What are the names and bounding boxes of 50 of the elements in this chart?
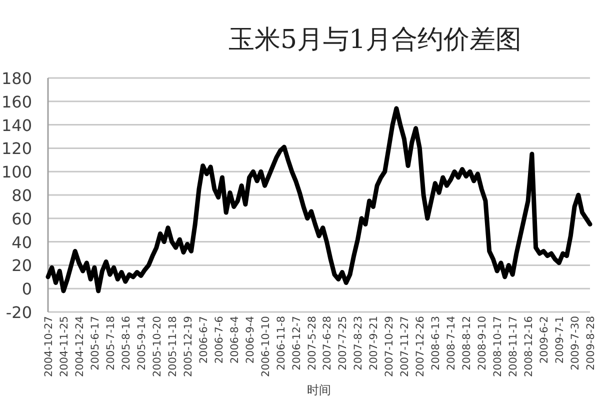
x-tick-label: 2005-10-20 <box>151 316 164 378</box>
x-tick-label: 2004-10-27 <box>43 316 55 378</box>
y-tick-label: 160 <box>1 92 32 112</box>
x-tick-label: 2006-10-10 <box>260 316 272 378</box>
x-tick-label: 2007-10-29 <box>384 316 396 378</box>
y-tick-label: 60 <box>12 209 32 228</box>
x-tick-label: 2007-5-28 <box>306 316 318 370</box>
y-tick-label: 120 <box>1 139 32 158</box>
x-tick-label: 2007-11-27 <box>399 316 412 378</box>
x-tick-label: 2007-8-23 <box>352 316 365 370</box>
x-tick-label: 2005-9-14 <box>136 316 148 370</box>
x-tick-label: 2009-8-28 <box>585 316 597 370</box>
x-tick-label: 2005-6-17 <box>89 316 102 370</box>
chart-title: 玉米5月与1月合约价差图 <box>228 25 522 55</box>
x-tick-label: 2006-11-8 <box>275 316 288 370</box>
x-tick-label: 2006-9-4 <box>244 316 256 364</box>
x-tick-label: 2009-6-2 <box>538 316 551 364</box>
x-tick-label: 2008-7-14 <box>446 316 458 370</box>
x-tick-label: 2007-6-28 <box>322 316 334 370</box>
y-tick-label: 140 <box>1 116 32 135</box>
line-series <box>46 106 592 294</box>
x-tick-label: 2008-8-12 <box>461 316 474 370</box>
x-tick-label: 2005-7-18 <box>104 316 117 370</box>
x-tick-label: 2006-7-6 <box>213 316 226 364</box>
x-tick-label: 2006-8-4 <box>228 316 241 364</box>
y-tick-label: 180 <box>1 69 32 88</box>
x-tick-label: 2008-10-17 <box>492 316 504 378</box>
y-tick-label: 0 <box>22 280 32 299</box>
x-tick-label: 2006-6-7 <box>198 316 210 364</box>
y-tick-label: 80 <box>12 186 32 205</box>
y-tick-label: 20 <box>12 256 32 276</box>
y-tick-label: -20 <box>6 303 32 322</box>
x-tick-label: 2008-11-17 <box>508 316 520 378</box>
x-tick-label: 2008-6-13 <box>430 316 442 370</box>
x-tick-label: 2004-11-25 <box>58 316 70 378</box>
x-tick-label: 2008-9-10 <box>476 316 489 370</box>
x-tick-label: 2007-12-26 <box>414 316 427 378</box>
x-tick-label: 2004-12-24 <box>74 316 86 378</box>
x-axis-title: 时间 <box>307 383 331 397</box>
x-tick-label: 2009-7-1 <box>554 316 566 364</box>
x-tick-label: 2005-11-18 <box>166 316 179 378</box>
x-tick-label: 2009-7-30 <box>570 316 582 370</box>
y-tick-label: 40 <box>12 232 32 252</box>
x-tick-label: 2007-9-21 <box>368 316 380 370</box>
x-tick-label: 2007-7-25 <box>337 316 350 370</box>
x-tick-label: 2006-12-7 <box>290 316 303 370</box>
x-tick-label: 2005-12-19 <box>182 316 194 378</box>
y-tick-label: 100 <box>1 162 32 182</box>
x-tick-label: 2005-8-16 <box>120 316 132 370</box>
x-tick-label: 2008-12-16 <box>523 316 536 378</box>
